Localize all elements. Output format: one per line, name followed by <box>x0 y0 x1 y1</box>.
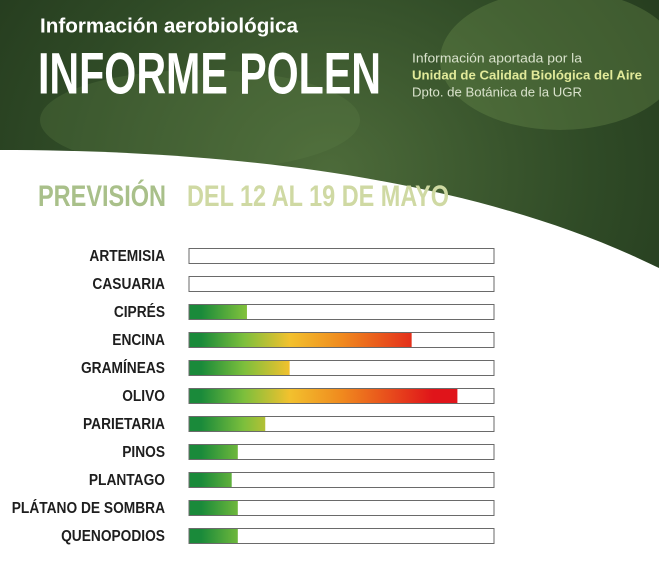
category-label: PLÁTANO DE SOMBRA <box>12 499 165 517</box>
category-label: PINOS <box>122 443 165 461</box>
bar-track <box>189 528 494 544</box>
category-label: ARTEMISIA <box>89 247 165 265</box>
bar-outline <box>188 388 495 404</box>
chart-title: PREVISIÓN <box>38 179 166 213</box>
category-label: CIPRÉS <box>114 303 165 321</box>
bar-track <box>189 472 494 488</box>
bar <box>189 472 232 488</box>
bar <box>189 304 247 320</box>
bar-outline <box>188 276 495 292</box>
bar-outline <box>188 332 495 348</box>
blur-light <box>440 0 659 130</box>
category-label: GRAMÍNEAS <box>81 359 165 377</box>
category-label: QUENOPODIOS <box>61 527 165 545</box>
category-label: PARIETARIA <box>83 415 165 433</box>
bar-outline <box>188 248 495 264</box>
chart-subtitle: DEL 12 AL 19 DE MAYO <box>187 180 449 213</box>
category-label: PLANTAGO <box>89 471 165 489</box>
bar-outline <box>188 416 495 432</box>
bar-track <box>189 304 494 320</box>
bar <box>189 388 458 404</box>
category-label: ENCINA <box>112 331 165 349</box>
bar-track <box>189 500 494 516</box>
bar-outline <box>188 528 495 544</box>
bar-outline <box>188 500 495 516</box>
bar-track <box>189 444 494 460</box>
credit-line: Dpto. de Botánica de la UGR <box>412 84 582 99</box>
bar <box>189 360 290 376</box>
bar <box>189 444 238 460</box>
bar-track <box>189 276 494 292</box>
bar <box>189 332 412 348</box>
bar <box>189 528 238 544</box>
bar-outline <box>188 360 495 376</box>
main-title: INFORME POLEN <box>38 41 381 106</box>
credit-line: Información aportada por la <box>412 50 583 65</box>
blur-light <box>40 70 360 170</box>
bar-outline <box>188 444 495 460</box>
bar-outline <box>188 472 495 488</box>
bar-track <box>189 248 494 264</box>
bar <box>189 500 238 516</box>
kicker: Información aerobiológica <box>40 15 299 37</box>
bar <box>189 416 266 432</box>
credit-line: Unidad de Calidad Biológica del Aire <box>412 67 642 82</box>
bar-outline <box>188 304 495 320</box>
category-label: OLIVO <box>122 387 165 405</box>
category-label: CASUARIA <box>92 275 165 293</box>
